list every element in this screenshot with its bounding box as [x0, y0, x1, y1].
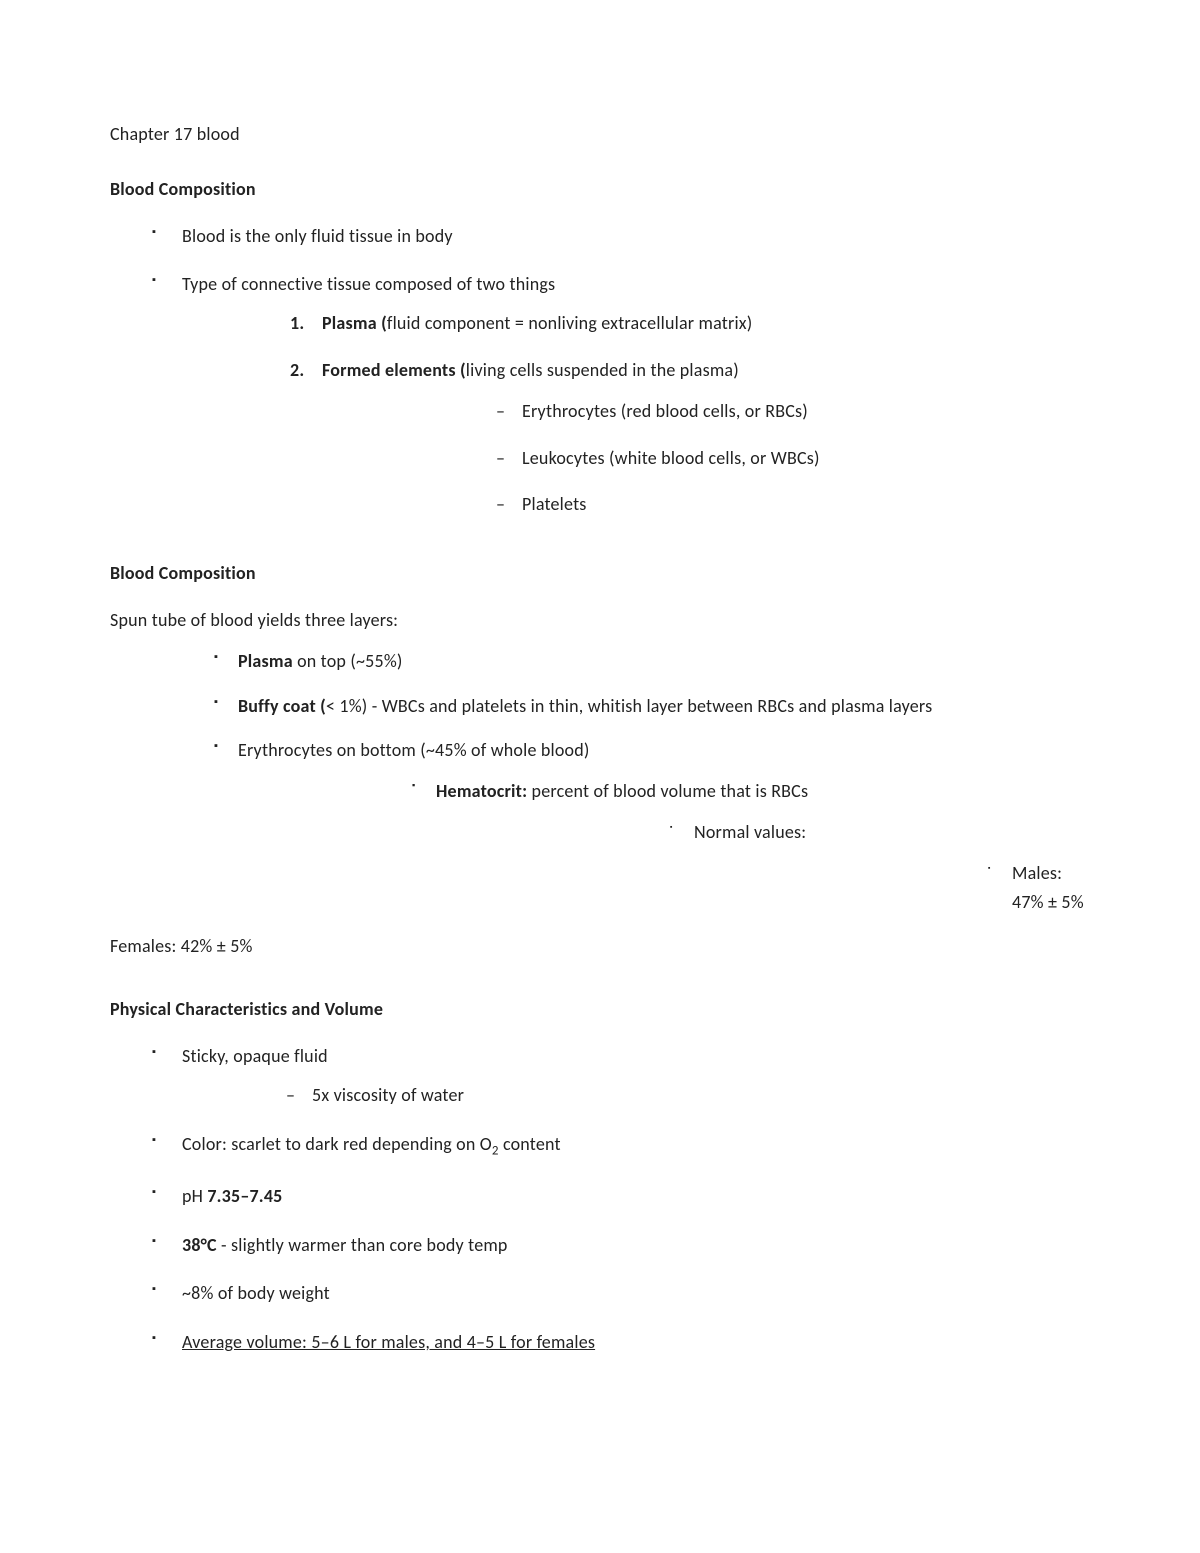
text: Males: 47% ± 5% [1012, 862, 1084, 913]
list-item: Type of connective tissue composed of tw… [110, 270, 1090, 519]
text: living cells suspended in the plasma) [466, 359, 739, 381]
list-item: Blood is the only fluid tissue in body [110, 222, 1090, 251]
text-bold: 38°C [182, 1234, 217, 1256]
number-label: 1. [290, 309, 304, 338]
list-item: Hematocrit: percent of blood volume that… [238, 777, 1090, 916]
list-item: Leukocytes (white blood cells, or WBCs) [322, 444, 1090, 473]
text: content [499, 1133, 561, 1155]
females-line: Females: 42% ± 5% [110, 932, 1090, 961]
text: fluid component = nonliving extracellula… [387, 312, 753, 334]
list-l4: Normal values: Males: 47% ± 5% [436, 818, 1090, 916]
numbered-list: 1. Plasma (fluid component = nonliving e… [182, 309, 1090, 519]
text-bold: Formed elements ( [322, 359, 466, 381]
list-item: ~8% of body weight [110, 1279, 1090, 1308]
dash-list: Erythrocytes (red blood cells, or RBCs) … [322, 397, 1090, 519]
number-label: 2. [290, 356, 304, 385]
list-item: Normal values: Males: 47% ± 5% [436, 818, 1090, 916]
list-item: 1. Plasma (fluid component = nonliving e… [182, 309, 1090, 338]
section-heading-3: Physical Characteristics and Volume [110, 995, 1090, 1024]
list-item: Color: scarlet to dark red depending on … [110, 1130, 1090, 1162]
text: Type of connective tissue composed of tw… [182, 273, 555, 295]
list-s3: Sticky, opaque fluid 5x viscosity of wat… [110, 1042, 1090, 1357]
section-heading-1: Blood Composition [110, 175, 1090, 204]
text: Blood is the only fluid tissue in body [182, 225, 453, 247]
list-item: Males: 47% ± 5% [694, 859, 1090, 917]
list-item: 5x viscosity of water [182, 1081, 1090, 1110]
text: 5x viscosity of water [312, 1084, 464, 1106]
list-item: pH 7.35–7.45 [110, 1182, 1090, 1211]
text-bold: Hematocrit: [436, 780, 527, 802]
section-intro: Spun tube of blood yields three layers: [110, 606, 1090, 635]
list-item: Erythrocytes on bottom (~45% of whole bl… [110, 736, 1090, 916]
list-item: Platelets [322, 490, 1090, 519]
list-item: Sticky, opaque fluid 5x viscosity of wat… [110, 1042, 1090, 1110]
text: Sticky, opaque fluid [182, 1045, 328, 1067]
list-l3: Hematocrit: percent of blood volume that… [238, 777, 1090, 916]
list-item: 38°C - slightly warmer than core body te… [110, 1231, 1090, 1260]
list-item: 2. Formed elements (living cells suspend… [182, 356, 1090, 519]
list-item: Average volume: 5–6 L for males, and 4–5… [110, 1328, 1090, 1357]
text-bold: Plasma [238, 650, 293, 672]
text: Platelets [522, 493, 587, 515]
text: percent of blood volume that is RBCs [527, 780, 808, 802]
text: pH [182, 1185, 207, 1207]
text: Color: scarlet to dark red depending on … [182, 1133, 492, 1155]
text: ~8% of body weight [182, 1282, 330, 1304]
text: Erythrocytes on bottom (~45% of whole bl… [238, 739, 590, 761]
text-underline: Average volume: 5–6 L for males, and 4–5… [182, 1331, 595, 1353]
text-bold: Buffy coat ( [238, 695, 326, 717]
text-bold: 7.35–7.45 [207, 1185, 282, 1207]
list-s1: Blood is the only fluid tissue in body T… [110, 222, 1090, 520]
list-item: Plasma on top (~55%) [110, 647, 1090, 676]
dash-list: 5x viscosity of water [182, 1081, 1090, 1110]
text: Normal values: [694, 821, 806, 843]
subscript: 2 [492, 1143, 499, 1158]
document-page: Chapter 17 blood Blood Composition Blood… [0, 0, 1200, 1457]
list-item: Buffy coat (< 1%) - WBCs and platelets i… [110, 692, 1090, 721]
text: - slightly warmer than core body temp [217, 1234, 508, 1256]
chapter-title: Chapter 17 blood [110, 120, 1090, 149]
list-item: Erythrocytes (red blood cells, or RBCs) [322, 397, 1090, 426]
text: Erythrocytes (red blood cells, or RBCs) [522, 400, 808, 422]
text: Leukocytes (white blood cells, or WBCs) [522, 447, 820, 469]
text: < 1%) - WBCs and platelets in thin, whit… [326, 695, 932, 717]
list-s2: Plasma on top (~55%) Buffy coat (< 1%) -… [110, 647, 1090, 917]
section-heading-2: Blood Composition [110, 559, 1090, 588]
text: on top (~55%) [293, 650, 403, 672]
text-bold: Plasma ( [322, 312, 387, 334]
list-l5: Males: 47% ± 5% [694, 859, 1090, 917]
